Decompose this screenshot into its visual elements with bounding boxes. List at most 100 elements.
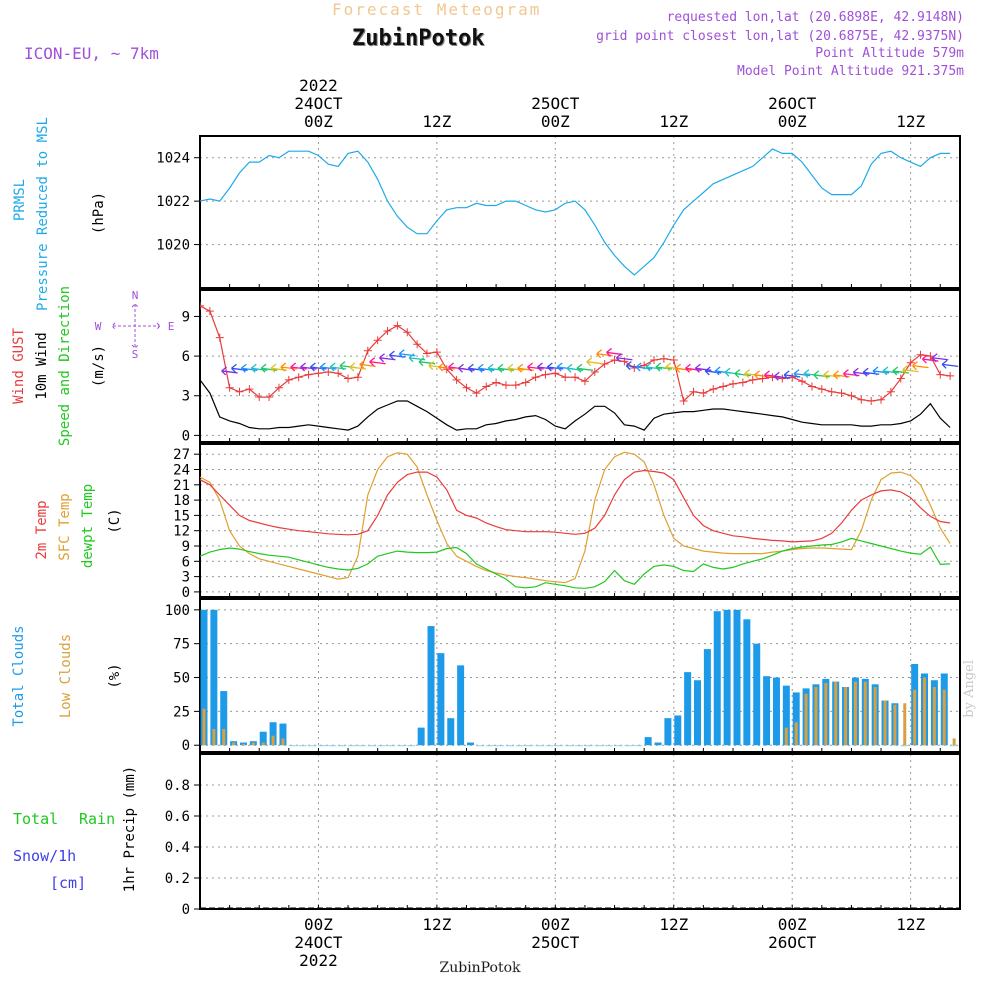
total-clouds-bar [447,718,455,746]
precip-rain-label: Rain [79,810,115,828]
total-clouds-bar [694,680,702,746]
requested-coordinates: requested lon,lat (20.6898E, 42.9148N) [666,10,964,25]
wind-arrow-shape [477,363,495,373]
precip-snow-label: Snow/1h [13,847,76,865]
wind-arrow-shape [941,359,959,369]
wind-arrow-shape [300,362,317,372]
wind-arrow-shape [694,363,712,373]
wind-gust-marker [334,369,343,378]
wind-direction-arrow [497,363,515,373]
wind-direction-arrow [714,366,732,376]
low-clouds-bar [222,728,226,746]
precip-ytick-label: 0.8 [165,778,190,794]
wind-arrow-shape [606,347,623,357]
top-time-label: 25OCT [531,94,580,113]
wind-direction-arrow [694,363,712,373]
wind-gust-marker [501,381,510,390]
total-clouds-bar [664,718,672,746]
low-clouds-bar [834,681,838,746]
wind-arrow-shape [546,362,564,372]
wind-gust-marker [205,307,214,316]
wind-arrow-shape [576,363,594,373]
clouds-panel-labels: Total Clouds Low Clouds (%) [11,625,123,726]
wind-gust-marker [235,387,244,396]
wind-arrow-shape [507,363,524,373]
top-time-label: 12Z [422,112,451,131]
top-time-label: 2022 [299,76,338,95]
wind-arrow-shape [724,367,742,377]
precip-snow-unit: [cm] [50,874,86,892]
wind-ytick-label: 6 [182,349,190,365]
total-clouds-bar [743,619,751,746]
wind-gust-marker [383,326,392,335]
wind-direction-arrow [724,367,742,377]
wind-direction-arrow [704,366,722,376]
low-clouds-label: Low Clouds [58,634,74,718]
compass-west: W [95,320,102,333]
wind-arrow-shape [339,361,357,371]
low-clouds-bar [883,700,887,746]
wind-gust-marker [728,379,737,388]
wind-direction-arrow [507,363,524,373]
compass-south: S [132,348,139,361]
low-clouds-bar [893,704,897,746]
pressure-ytick-label: 1024 [156,151,190,167]
wind-arrow-shape [290,362,307,372]
wind-gust-marker [590,367,599,376]
wind-direction-arrow [546,362,564,372]
wind-unit: (m/s) [91,345,107,387]
wind-gust-marker [541,370,550,379]
bottom-time-label: 12Z [896,915,925,934]
wind-gust-marker [798,377,807,386]
wind-direction-arrow [852,367,870,377]
wind-arrow-shape [586,357,603,367]
low-clouds-bar [814,687,818,746]
wind-direction-arrow [606,347,623,357]
wind-direction-arrow [912,361,929,371]
total-clouds-bar [753,643,761,746]
precip-ytick-label: 0.6 [165,809,190,825]
panels: 1020102210240369036912151821242702550751… [156,135,961,918]
wind-gust-marker [817,385,826,394]
wind-arrow-shape [645,362,663,372]
total-clouds-bar [457,665,465,746]
wind-gust-marker [896,374,905,383]
wind-gust-marker [215,333,224,342]
wind-direction-arrow [448,362,465,372]
wind-gust-marker [265,393,274,402]
wind-gust-marker [521,378,530,387]
wind-gust-marker [857,395,866,404]
total-clouds-bar [703,649,711,746]
wind-panel-labels: Wind GUST 10m Wind Speed and Direction (… [11,286,107,446]
bottom-time-label: 26OCT [768,933,817,952]
panel-clouds: 0 25 50 75 100 [165,598,961,754]
wind-direction-arrow [586,357,603,367]
wind-gust-marker [659,354,668,363]
wind-arrow-shape [823,370,840,380]
total-clouds-bar [466,742,474,746]
wind-direction-arrow [556,362,574,372]
temperature-frame [199,443,961,598]
total-clouds-bar [733,609,741,746]
wind-direction-arrow [231,363,248,373]
temperature-ytick-label: 3 [182,570,190,586]
model-point-altitude: Model Point Altitude 921.375m [737,64,964,79]
wind-gust-marker [284,375,293,384]
precip-unit: 1hr Precip (mm) [122,766,138,892]
wind-gust-marker [423,349,432,358]
wind-direction-arrow [458,363,475,373]
wind-direction-arrow [566,363,584,373]
low-clouds-bar [202,708,206,746]
wind-arrow-shape [754,370,771,380]
panel-wind: 0 3 6 9 [182,289,961,444]
wind-gust-marker [807,382,816,391]
wind-gust-marker [413,340,422,349]
wind-arrow-shape [487,363,505,373]
pressure-label-prmsl: PRMSL [12,179,28,221]
wind-arrow-shape [734,369,751,379]
clouds-ytick-label: 25 [173,704,190,720]
wind-direction-arrow [655,362,672,372]
temp-2m-label: 2m Temp [34,500,50,559]
compass-north: N [132,289,139,302]
